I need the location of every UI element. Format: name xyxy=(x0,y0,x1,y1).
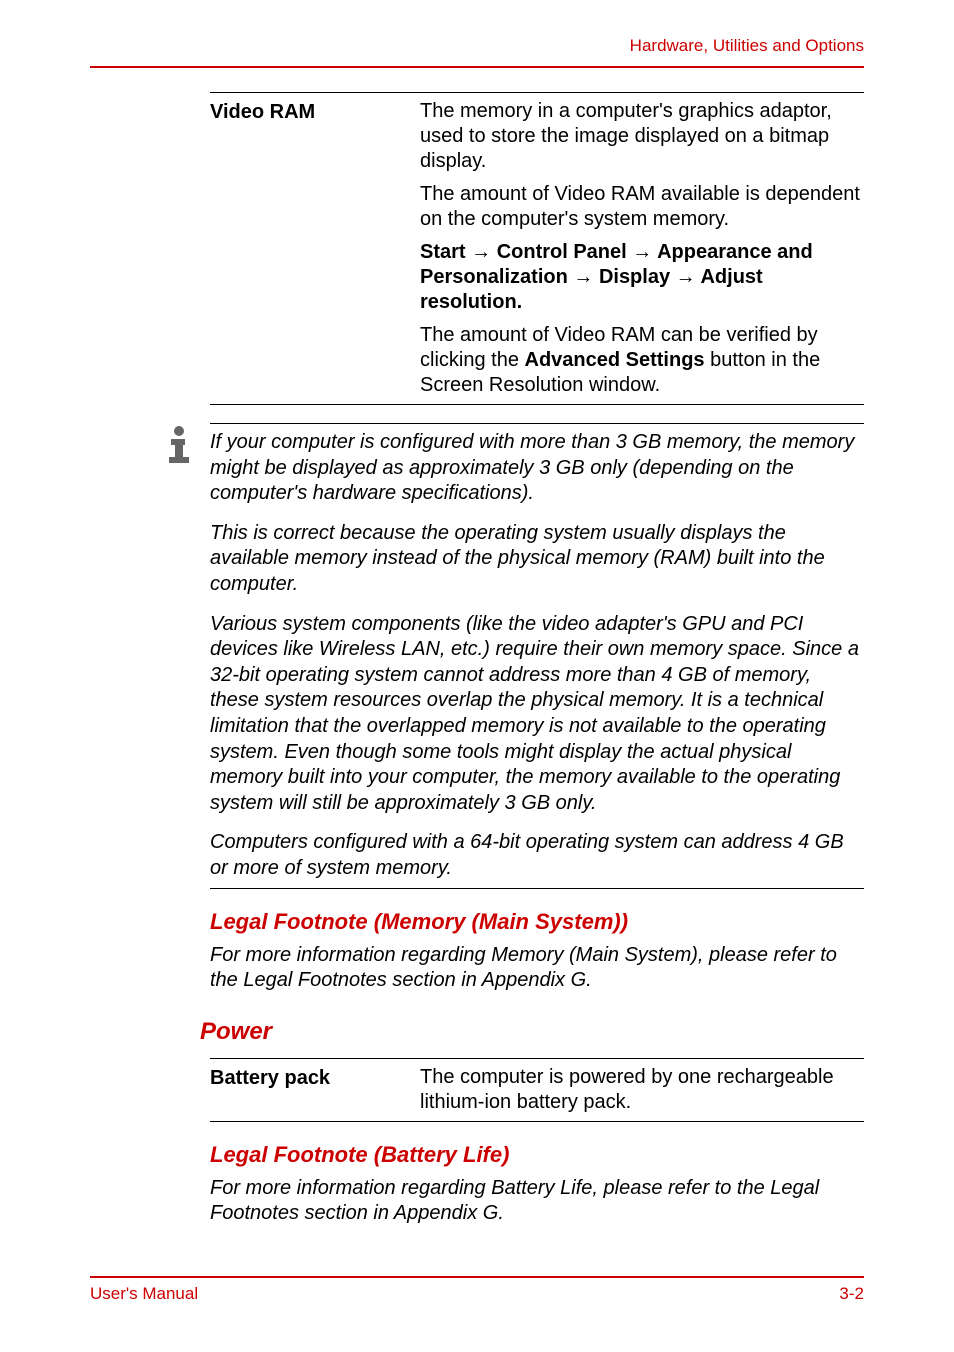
running-head: Hardware, Utilities and Options xyxy=(90,36,864,56)
footer-left: User's Manual xyxy=(90,1284,198,1304)
legal-battery-body: For more information regarding Battery L… xyxy=(210,1176,864,1227)
footer-right: 3-2 xyxy=(839,1284,864,1304)
info-p1: If your computer is configured with more… xyxy=(210,430,864,507)
battery-term: Battery pack xyxy=(210,1065,420,1115)
battery-row: Battery pack The computer is powered by … xyxy=(210,1059,864,1121)
video-ram-p1: The memory in a computer's graphics adap… xyxy=(420,99,864,174)
battery-desc-text: The computer is powered by one rechargea… xyxy=(420,1065,864,1115)
info-p4: Computers configured with a 64-bit opera… xyxy=(210,830,864,881)
footer: User's Manual 3-2 xyxy=(90,1276,864,1304)
video-ram-term: Video RAM xyxy=(210,99,420,398)
info-icon xyxy=(162,423,210,889)
video-ram-row: Video RAM The memory in a computer's gra… xyxy=(210,93,864,404)
legal-battery-title: Legal Footnote (Battery Life) xyxy=(210,1142,864,1168)
content-area: Video RAM The memory in a computer's gra… xyxy=(90,92,864,1227)
info-p3: Various system components (like the vide… xyxy=(210,612,864,817)
info-p2: This is correct because the operating sy… xyxy=(210,521,864,598)
footer-rule xyxy=(90,1276,864,1278)
divider xyxy=(210,1121,864,1122)
video-ram-p2: The amount of Video RAM available is dep… xyxy=(420,182,864,232)
power-title: Power xyxy=(200,1018,864,1046)
video-ram-p4: The amount of Video RAM can be verified … xyxy=(420,323,864,398)
battery-desc: The computer is powered by one rechargea… xyxy=(420,1065,864,1115)
video-ram-nav-path: Start → Control Panel → Appearance and P… xyxy=(420,240,864,315)
info-body: If your computer is configured with more… xyxy=(210,423,864,889)
divider xyxy=(210,404,864,405)
video-ram-desc: The memory in a computer's graphics adap… xyxy=(420,99,864,398)
legal-memory-title: Legal Footnote (Memory (Main System)) xyxy=(210,909,864,935)
info-note: If your computer is configured with more… xyxy=(162,423,864,889)
header-rule xyxy=(90,66,864,68)
legal-memory-body: For more information regarding Memory (M… xyxy=(210,943,864,994)
